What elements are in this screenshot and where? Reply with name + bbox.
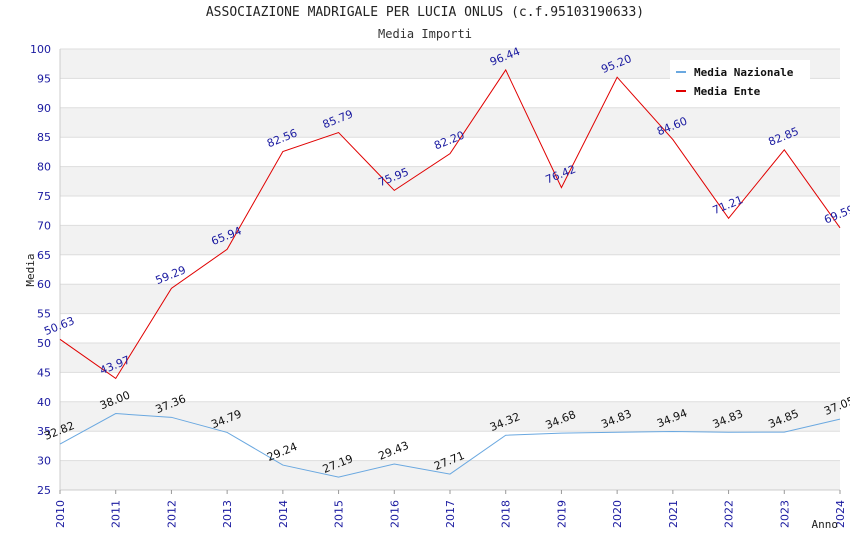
grid-band	[60, 401, 840, 432]
grid-band	[60, 343, 840, 373]
x-tick-label: 2022	[723, 500, 736, 528]
y-tick-label: 40	[37, 396, 51, 409]
y-axis-label: Media	[24, 253, 37, 286]
y-tick-label: 95	[37, 72, 51, 85]
x-tick-label: 2023	[778, 500, 791, 528]
y-tick-label: 85	[37, 131, 51, 144]
legend-box	[670, 60, 810, 102]
series-line	[59, 413, 841, 478]
grid-band	[60, 225, 840, 255]
grid-band	[60, 107, 840, 138]
x-tick-label: 2012	[165, 500, 178, 528]
chart-subtitle: Media Importi	[378, 27, 472, 41]
y-tick-label: 60	[37, 278, 51, 291]
legend-label: Media Ente	[694, 85, 761, 98]
y-tick-label: 55	[37, 308, 51, 321]
y-tick-label: 75	[37, 190, 51, 203]
x-tick-label: 2016	[388, 500, 401, 528]
grid-band	[60, 372, 840, 402]
x-tick-label: 2021	[667, 500, 680, 528]
grid-band	[60, 431, 840, 461]
x-tick-label: 2013	[221, 500, 234, 528]
legend-label: Media Nazionale	[694, 66, 794, 79]
x-axis-label: Anno	[812, 518, 839, 531]
x-tick-label: 2015	[333, 500, 346, 528]
grid-band	[60, 254, 840, 285]
y-tick-label: 30	[37, 455, 51, 468]
x-tick-label: 2019	[555, 500, 568, 528]
grid-band	[60, 196, 840, 226]
y-tick-label: 80	[37, 161, 51, 174]
y-tick-label: 70	[37, 219, 51, 232]
grid-band	[60, 137, 840, 167]
x-tick-label: 2011	[110, 500, 123, 528]
x-tick-label: 2024	[834, 500, 847, 528]
y-tick-label: 100	[30, 43, 51, 56]
series-line	[59, 68, 841, 380]
y-tick-label: 25	[37, 484, 51, 497]
chart-title: ASSOCIAZIONE MADRIGALE PER LUCIA ONLUS (…	[205, 5, 645, 20]
x-tick-label: 2020	[611, 500, 624, 528]
y-tick-label: 45	[37, 366, 51, 379]
y-tick-label: 35	[37, 425, 51, 438]
y-tick-label: 65	[37, 249, 51, 262]
grid-band	[60, 460, 840, 490]
grid-band	[60, 284, 840, 314]
x-tick-label: 2018	[500, 500, 513, 528]
y-tick-label: 90	[37, 102, 51, 115]
y-tick-label: 50	[37, 337, 51, 350]
x-tick-label: 2017	[444, 500, 457, 528]
grid-band	[60, 166, 840, 196]
x-tick-label: 2014	[277, 500, 290, 528]
x-tick-label: 2010	[54, 500, 67, 528]
grid-band	[60, 313, 840, 343]
